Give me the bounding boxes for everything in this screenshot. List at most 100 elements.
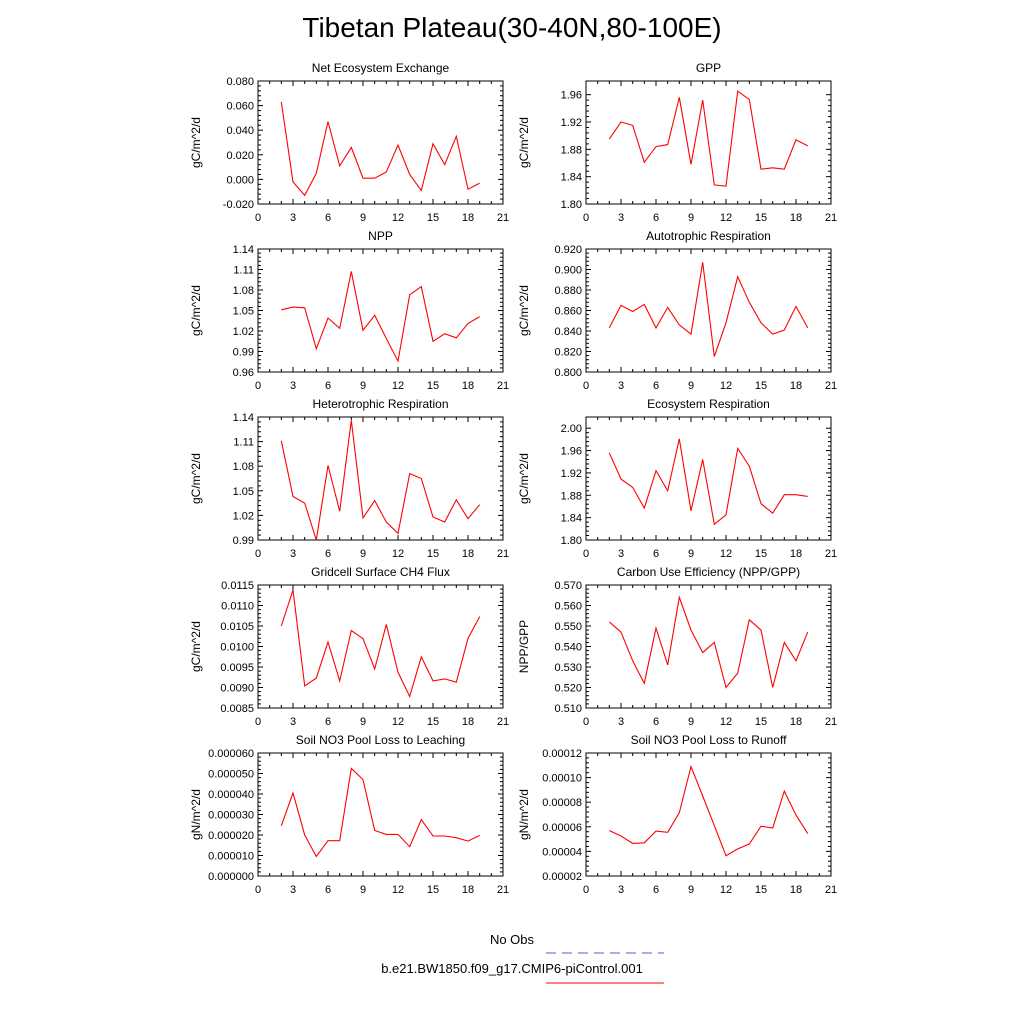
y-tick-label: 0.570 [554, 580, 582, 592]
series-line [280, 589, 481, 699]
x-tick-label: 9 [688, 212, 694, 224]
y-tick-label: -0.020 [223, 199, 254, 211]
y-tick-label: 0.0095 [220, 662, 254, 674]
x-tick-label: 6 [653, 548, 659, 560]
x-tick-label: 21 [825, 716, 837, 728]
y-tick-label: 1.96 [561, 446, 582, 458]
x-tick-label: 6 [653, 380, 659, 392]
x-tick-label: 12 [392, 716, 404, 728]
x-tick-label: 3 [618, 212, 624, 224]
y-axis-label: gC/m^2/d [517, 117, 531, 168]
x-tick-label: 3 [618, 716, 624, 728]
x-tick-label: 6 [325, 548, 331, 560]
y-tick-label: 0.000010 [208, 851, 254, 863]
y-tick-label: 1.84 [561, 172, 582, 184]
x-tick-label: 21 [825, 548, 837, 560]
x-tick-label: 3 [290, 884, 296, 896]
y-tick-label: 0.00012 [542, 748, 582, 760]
x-tick-label: 3 [618, 884, 624, 896]
x-tick-label: 0 [583, 716, 589, 728]
plot-frame [257, 752, 504, 877]
x-tick-label: 6 [325, 716, 331, 728]
x-tick-label: 6 [325, 884, 331, 896]
x-tick-label: 6 [325, 212, 331, 224]
x-tick-label: 21 [497, 884, 509, 896]
x-tick-label: 9 [688, 548, 694, 560]
plot-frame [585, 80, 832, 205]
y-tick-label: 1.05 [233, 306, 254, 318]
panel-9: 0 3 6 9 12 15 18 21 0.000000 0.000010 0.000020 0.00… [189, 733, 509, 896]
y-tick-label: 0.820 [554, 347, 582, 359]
series-line [608, 438, 808, 526]
x-tick-label: 9 [360, 884, 366, 896]
y-tick-label: 1.05 [233, 486, 254, 498]
x-tick-label: 3 [618, 548, 624, 560]
plot-frame [585, 416, 832, 541]
y-tick-label: 0.000040 [208, 789, 254, 801]
x-tick-label: 18 [790, 716, 802, 728]
y-tick-label: 0.0090 [220, 683, 254, 695]
x-tick-label: 6 [653, 884, 659, 896]
x-tick-label: 18 [790, 548, 802, 560]
x-tick-label: 21 [825, 884, 837, 896]
x-tick-label: 12 [720, 380, 732, 392]
y-tick-label: 0.0105 [220, 621, 254, 633]
y-tick-label: 1.02 [233, 326, 254, 338]
x-tick-label: 9 [688, 380, 694, 392]
x-tick-label: 3 [290, 380, 296, 392]
y-tick-label: 0.000000 [208, 871, 254, 883]
series-line [608, 90, 808, 187]
panel-title: Soil NO3 Pool Loss to Runoff [631, 733, 788, 747]
y-tick-label: 0.560 [554, 601, 582, 613]
x-tick-label: 6 [653, 212, 659, 224]
series-line [609, 764, 809, 857]
x-tick-label: 0 [583, 380, 589, 392]
x-tick-label: 21 [497, 716, 509, 728]
x-tick-label: 18 [462, 380, 474, 392]
x-tick-label: 15 [427, 716, 439, 728]
x-tick-label: 0 [255, 212, 261, 224]
legend-obs-label: No Obs [489, 932, 535, 947]
y-tick-label: 1.02 [233, 510, 254, 522]
x-tick-label: 15 [755, 716, 767, 728]
x-tick-label: 21 [825, 212, 837, 224]
series-line [280, 420, 481, 541]
y-tick-label: 0.540 [554, 642, 582, 654]
y-axis-label: gC/m^2/d [189, 621, 203, 672]
x-tick-label: 12 [720, 716, 732, 728]
x-tick-label: 9 [688, 716, 694, 728]
x-tick-label: 12 [392, 884, 404, 896]
plot-frame [257, 248, 504, 373]
x-tick-label: 0 [583, 212, 589, 224]
y-tick-label: 0.00002 [542, 871, 582, 883]
x-tick-label: 12 [720, 884, 732, 896]
x-tick-label: 12 [392, 380, 404, 392]
x-tick-label: 3 [290, 548, 296, 560]
x-tick-label: 0 [255, 716, 261, 728]
y-tick-label: 0.000020 [208, 830, 254, 842]
y-tick-label: 1.14 [233, 244, 254, 256]
y-tick-label: 0.040 [226, 125, 254, 137]
panel-7: 0 3 6 9 12 15 18 21 0.0085 0.0090 0.0095 0.0100 0.01… [189, 565, 509, 728]
y-tick-label: 1.84 [561, 513, 582, 525]
y-tick-label: 0.00004 [542, 846, 582, 858]
y-tick-label: 1.08 [233, 461, 254, 473]
x-tick-label: 9 [360, 380, 366, 392]
page-title: Tibetan Plateau(30-40N,80-100E) [302, 12, 722, 43]
y-tick-label: 0.000 [226, 174, 254, 186]
series-line [280, 101, 480, 197]
y-tick-label: 1.11 [233, 265, 254, 277]
legend-model-label: b.e21.BW1850.f09_g17.CMIP6-piControl.001 [381, 961, 643, 976]
x-tick-label: 18 [462, 884, 474, 896]
x-tick-label: 15 [427, 380, 439, 392]
y-tick-label: 1.96 [561, 90, 582, 102]
chart-grid: 0 3 6 9 12 15 18 21 -0.020 0.000 0.020 0.040 0.060 0.… [189, 61, 837, 896]
x-tick-label: 6 [325, 380, 331, 392]
x-tick-label: 0 [583, 884, 589, 896]
y-tick-label: 0.020 [226, 150, 254, 162]
y-tick-label: 0.00008 [542, 797, 582, 809]
y-tick-label: 0.530 [554, 662, 582, 674]
x-tick-label: 15 [427, 212, 439, 224]
panel-title: Ecosystem Respiration [647, 397, 770, 411]
panel-3: 0 3 6 9 12 15 18 21 0.96 0.99 1.02 1.05 1.08 1.11 1.14… [189, 229, 509, 392]
